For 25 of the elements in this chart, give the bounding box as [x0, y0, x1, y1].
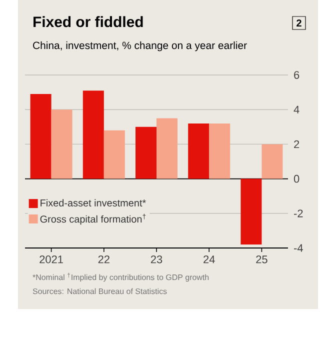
x-tick-label: 22: [98, 256, 110, 264]
x-tick-label: 2021: [40, 256, 63, 264]
y-tick-label: 2: [294, 140, 300, 148]
chart-title: Fixed or fiddled: [34, 16, 143, 28]
y-tick-label: -4: [294, 244, 303, 252]
x-tick-label: 24: [204, 256, 215, 264]
chart-subtitle: China, investment, % change on a year earlier: [33, 41, 247, 52]
bar: [156, 118, 178, 179]
bar: [262, 144, 283, 179]
bar: [136, 126, 156, 179]
y-tick-label: 4: [294, 106, 300, 114]
x-tick-label: 23: [150, 256, 162, 264]
legend-label: Gross capital formation$^{†}$: [40, 214, 146, 225]
y-tick-label: 0: [294, 174, 300, 183]
y-tick-label: 6: [294, 71, 300, 79]
bar: [240, 178, 262, 245]
legend-label: Fixed-asset investment*: [40, 199, 146, 206]
bar: [30, 94, 52, 179]
bar: [188, 123, 210, 179]
bar: [82, 90, 104, 179]
x-tick-label: 25: [256, 256, 268, 264]
bar: [209, 123, 230, 179]
bar: [51, 110, 72, 179]
bar: [104, 130, 125, 179]
y-tick-label: -2: [294, 210, 303, 218]
